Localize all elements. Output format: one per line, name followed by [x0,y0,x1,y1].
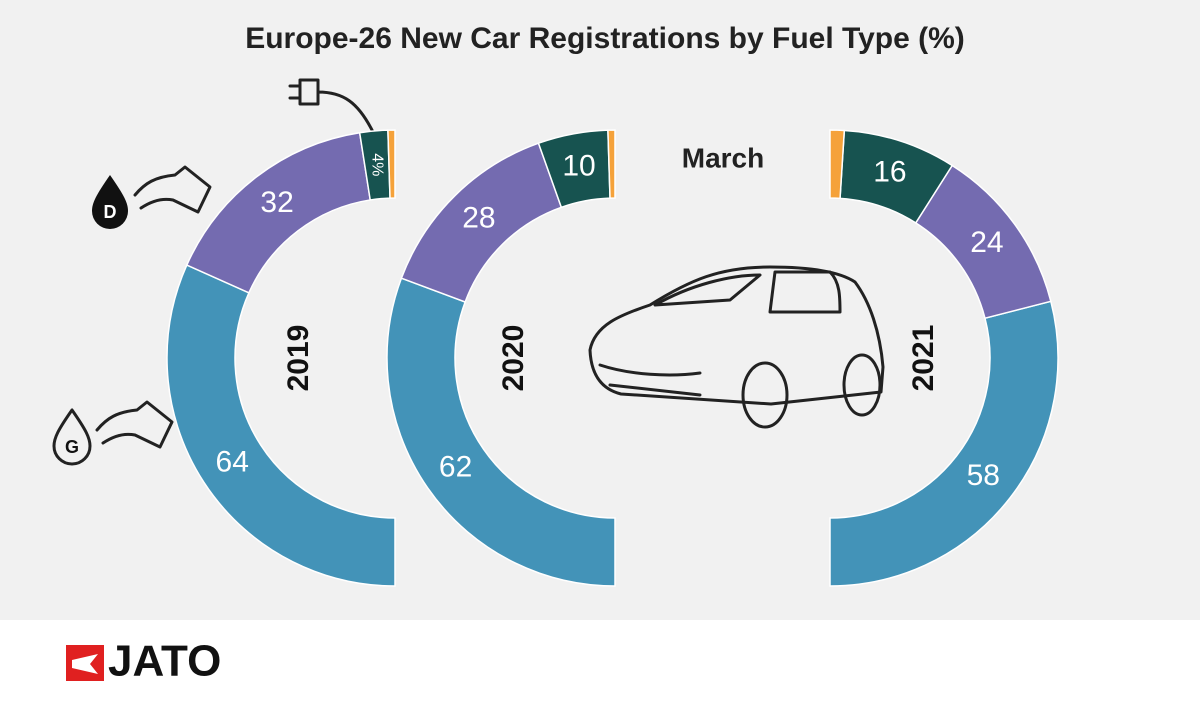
year-label: 2019 [282,325,315,392]
chart-title: Europe-26 New Car Registrations by Fuel … [245,22,965,55]
year-label: 2020 [497,325,530,392]
segment [387,129,396,199]
gasoline-icon: G [52,400,174,466]
logo-arrow [72,654,98,674]
segment-label: 58 [967,459,1000,492]
gasoline-letter: G [65,437,79,457]
segment-label: 24 [970,226,1003,259]
subtitle: March [682,142,764,173]
car-icon [588,265,885,429]
segment [829,129,846,200]
segment [607,129,616,199]
plug-icon [288,78,375,134]
segment [829,300,1059,587]
segment [386,277,616,587]
diesel-icon: D [92,165,212,229]
year-label: 2021 [907,325,940,392]
segment [166,264,396,587]
segment-label: 10 [562,149,595,182]
segment-label: 32 [260,186,293,219]
segment-label: 4% [369,153,386,176]
segment-label: 64 [216,445,249,478]
segment-label: 16 [873,155,906,188]
diesel-letter: D [104,202,117,222]
footer-background [0,620,1200,704]
segment-label: 62 [439,451,472,484]
segment-label: 28 [462,202,495,235]
logo: JATO [108,637,221,686]
